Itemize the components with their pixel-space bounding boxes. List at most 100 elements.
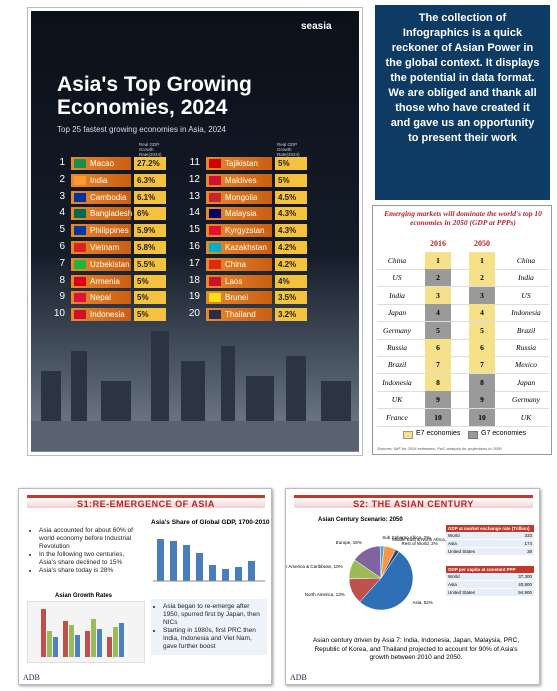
country-bar: Uzbekistan [71, 257, 131, 271]
rank: 7 [59, 257, 65, 269]
rank: 9 [59, 291, 65, 303]
country: Russia [386, 343, 407, 352]
country: Mexico [514, 360, 538, 370]
cell: Asia [448, 582, 457, 587]
chart-title: Asian Century Scenario: 2050 [318, 517, 403, 523]
cell: 174 [524, 541, 532, 546]
cell: 37,300 [518, 574, 532, 579]
brand: seasia [301, 21, 332, 32]
country: Indonesia [511, 308, 541, 318]
rank: 4 [59, 207, 65, 219]
chart-decor [27, 601, 145, 663]
legend-label: G7 economies [481, 430, 527, 437]
growth-value: 4.3% [275, 224, 307, 238]
table-row: Asia 40,800 [446, 581, 534, 589]
rank-2016: 5 [425, 321, 451, 339]
pie-slice [359, 551, 414, 611]
table-row-line [377, 373, 549, 375]
country: UK [391, 395, 403, 405]
slide-1: S1:RE-EMERGENCE OF ASIA Asia accounted f… [18, 488, 272, 685]
flag [209, 175, 221, 185]
bullet: Asia's share today is 28% [39, 567, 141, 575]
legend-swatch [403, 431, 413, 439]
rank-2050: 4 [469, 304, 495, 322]
rank: 1 [59, 157, 65, 168]
flag [209, 159, 221, 168]
rank: 8 [59, 274, 65, 286]
rank-2050: 3 [469, 286, 495, 304]
cell: World [448, 574, 460, 579]
logo: ADB [290, 673, 307, 682]
country-bar: Thailand [206, 308, 272, 322]
flag [209, 192, 221, 202]
table-row-line [377, 321, 549, 323]
caption: Asian century driven by Asia 7: India, I… [312, 637, 520, 661]
bullets: Asia accounted for about 60% of world ec… [29, 527, 141, 575]
legend-label: E7 economies [416, 430, 461, 437]
infographic: seasia Asia's Top Growing Economies, 202… [27, 7, 363, 456]
country: US [392, 273, 402, 283]
bullet: Starting in 1980s, first PRC then India,… [163, 627, 263, 651]
spacer [446, 597, 534, 607]
country: Brazil [387, 360, 407, 370]
growth-value: 5% [134, 308, 166, 322]
growth-value: 5.9% [134, 224, 166, 238]
skyline [31, 331, 359, 451]
country: Russia [515, 343, 536, 352]
country-bar: Cambodia [71, 190, 131, 204]
subtitle: Top 25 fastest growing economies in Asia… [57, 125, 226, 134]
rank: 16 [188, 241, 200, 252]
column-header: 2050 [474, 239, 490, 248]
flag [209, 209, 221, 219]
country-bar: Kyrgyzstan [206, 224, 272, 238]
growth-value: 3.5% [275, 291, 307, 305]
rank-2050: 9 [469, 391, 495, 409]
country-bar: Indonesia [71, 308, 131, 322]
rank: 13 [188, 190, 200, 202]
table-row: World 333 [446, 532, 534, 540]
growth-value: 5% [134, 274, 166, 288]
spacer [446, 556, 534, 566]
country-bar: Kazakhstan [206, 241, 272, 254]
rank: 2 [59, 173, 65, 185]
slide-2: S2: THE ASIAN CENTURY Asian Century Scen… [285, 488, 540, 685]
country-bar: Laos [206, 274, 272, 288]
bullet: Asia accounted for about 60% of world ec… [39, 527, 141, 551]
cell: 333 [524, 533, 532, 538]
growth-value: 4.2% [275, 241, 307, 254]
rank: 17 [188, 257, 200, 269]
country-bar: Tajikistan [206, 157, 272, 170]
country: Germany [383, 325, 411, 335]
country: Germany [512, 395, 540, 405]
slide-title: S2: THE ASIAN CENTURY [294, 495, 533, 509]
rank-2050: 10 [469, 408, 495, 426]
rank: 12 [188, 173, 200, 185]
bullet: Asia began to re-emerge after 1950, spur… [163, 603, 263, 627]
country: Japan [387, 308, 407, 318]
rank-2050: 5 [469, 321, 495, 339]
growth-value: 4% [275, 274, 307, 288]
rank: 11 [189, 157, 200, 168]
rank-2050: 2 [469, 269, 495, 287]
slice-label: Middle East & North Africa, 6% [392, 537, 446, 542]
country-bar: Vietnam [71, 241, 131, 254]
growth-value: 4.2% [275, 257, 307, 271]
growth-value: 6.3% [134, 173, 166, 187]
chart-decor [153, 539, 265, 582]
flag [74, 175, 86, 185]
source: Sources: IMF for 2016 estimates, PwC ana… [377, 446, 502, 451]
rank: 19 [188, 291, 200, 303]
rank: 20 [188, 308, 200, 320]
cell: United States [448, 549, 476, 554]
flag [209, 276, 221, 286]
table-row-line [377, 286, 549, 288]
slice-label: Europe, 15% [336, 540, 362, 545]
table-row: Asia 174 [446, 540, 534, 548]
country-bar: Armenia [71, 274, 131, 288]
title: Asia's Top Growing Economies, 2024 [57, 73, 252, 119]
country: Indonesia [382, 377, 412, 387]
column-header: 2016 [430, 239, 446, 248]
country-bar: Nepal [71, 291, 131, 305]
rank-2050: 6 [469, 339, 495, 356]
